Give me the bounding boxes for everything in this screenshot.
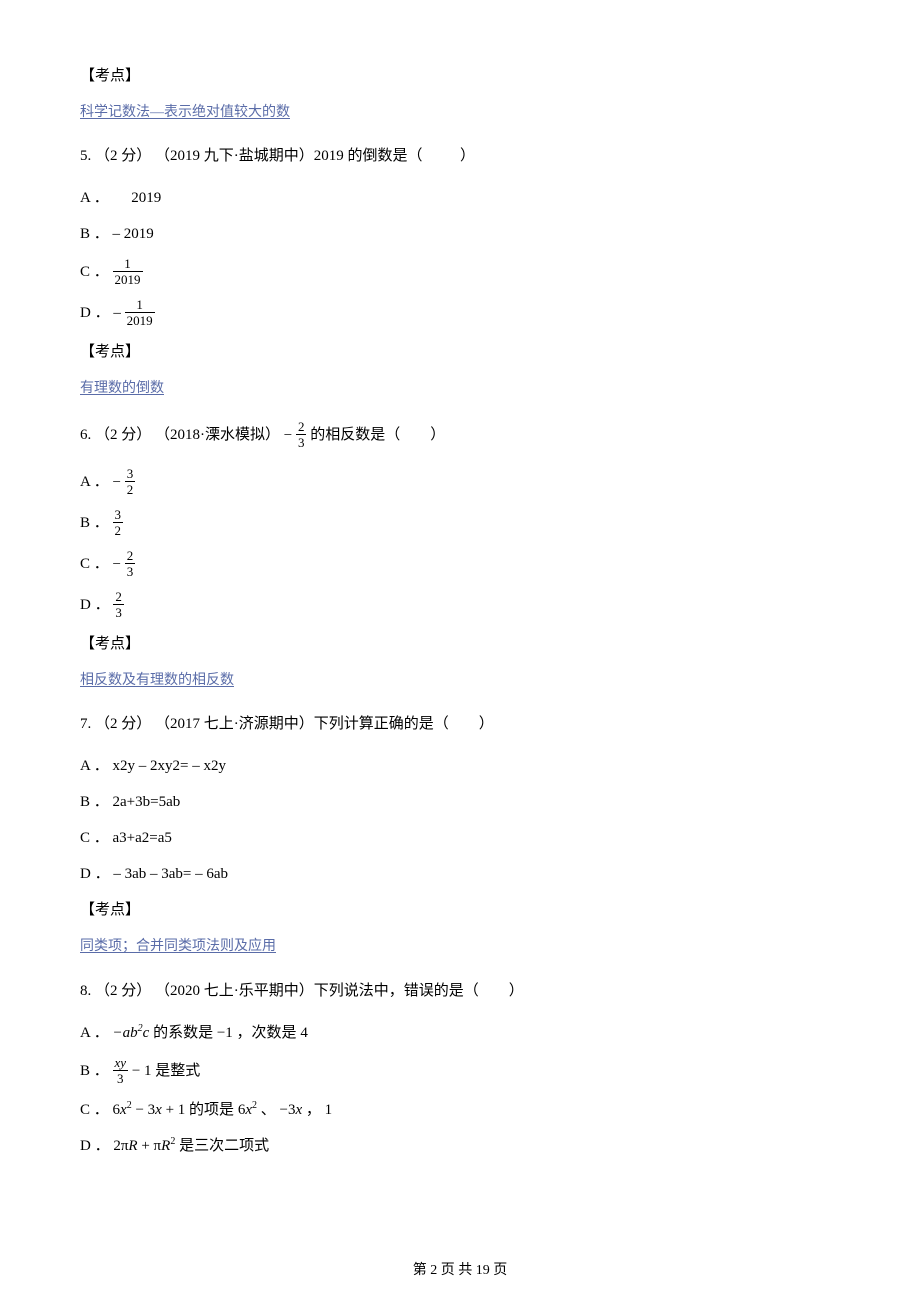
q8-c-t1: 6x2: [238, 1102, 257, 1118]
q8-a-coef: −1: [217, 1025, 233, 1041]
q8-a-mid2: ，次数是: [237, 1025, 301, 1041]
q6-b-num: 3: [113, 508, 124, 523]
q5-c-pre: C ．: [80, 264, 109, 280]
q5-c-frac: 1 2019: [113, 257, 143, 286]
q8-c-t2: −3x: [280, 1102, 303, 1118]
q8-opt-b: B ． xy 3 − 1 是整式: [80, 1057, 840, 1086]
q6-d-frac: 2 3: [113, 590, 124, 619]
q6-a-neg: −: [113, 474, 121, 490]
q8-b-tail: − 1: [132, 1063, 152, 1079]
q8-c-t3: 1: [325, 1102, 333, 1118]
q6-stem: 6. （2 分） （2018·溧水模拟） − 2 3 的相反数是（ ）: [80, 421, 840, 450]
q8-c-pre: C ．: [80, 1102, 109, 1118]
q8-a-deg: 4: [300, 1025, 308, 1041]
q5-stem: 5. （2 分） （2019 九下·盐城期中）2019 的倒数是（ ）: [80, 144, 840, 168]
q6-stem-num: 2: [296, 420, 307, 435]
q5-c-num: 1: [113, 257, 143, 272]
q8-b-post: 是整式: [155, 1063, 200, 1079]
q8-b-den: 3: [113, 1071, 129, 1085]
topic-link-6[interactable]: 相反数及有理数的相反数: [80, 670, 234, 692]
q5-d-frac: 1 2019: [125, 298, 155, 327]
q6-stem-pre: 6. （2 分） （2018·溧水模拟）: [80, 427, 280, 443]
q5-opt-c: C ． 1 2019: [80, 258, 840, 287]
q7-opt-b: B ． 2a+3b=5ab: [80, 790, 840, 814]
q8-c-mid: 的项是: [189, 1102, 238, 1118]
q8-a-pre: A ．: [80, 1025, 109, 1041]
topic-link-5[interactable]: 有理数的倒数: [80, 378, 164, 400]
q6-stem-neg: −: [284, 427, 292, 443]
q5-opt-d: D ． – 1 2019: [80, 299, 840, 328]
q6-c-den: 3: [125, 564, 136, 578]
kaodian-label-4: 【考点】: [80, 64, 840, 88]
q6-d-pre: D ．: [80, 597, 110, 613]
q6-opt-d: D ． 2 3: [80, 591, 840, 620]
q6-opt-b: B ． 3 2: [80, 509, 840, 538]
q8-opt-a: A ． −ab2c 的系数是 −1 ，次数是 4: [80, 1021, 840, 1045]
q6-c-frac: 2 3: [125, 549, 136, 578]
q5-d-num: 1: [125, 298, 155, 313]
q5-stem-pre: 5. （2 分） （2019 九下·盐城期中）2019 的倒数是（: [80, 148, 423, 164]
q8-b-frac: xy 3: [113, 1056, 129, 1085]
q6-a-num: 3: [125, 467, 136, 482]
q8-d-pre: D ．: [80, 1138, 110, 1154]
q8-a-mid1: 的系数是: [153, 1025, 217, 1041]
q6-d-num: 2: [113, 590, 124, 605]
q6-stem-post: 的相反数是（ ）: [310, 427, 445, 443]
q7-stem: 7. （2 分） （2017 七上·济源期中）下列计算正确的是（ ）: [80, 712, 840, 736]
q5-opt-b: B ． – 2019: [80, 222, 840, 246]
q6-c-num: 2: [125, 549, 136, 564]
topic-link-4[interactable]: 科学记数法—表示绝对值较大的数: [80, 102, 290, 124]
q8-opt-c: C ． 6x2 − 3x + 1 的项是 6x2 、 −3x ， 1: [80, 1098, 840, 1122]
kaodian-label-5: 【考点】: [80, 340, 840, 364]
q6-opt-a: A ． − 3 2: [80, 468, 840, 497]
q6-b-frac: 3 2: [113, 508, 124, 537]
q6-opt-c: C ． − 2 3: [80, 550, 840, 579]
q8-a-expr: −ab2c: [113, 1025, 150, 1041]
q7-opt-a: A ． x2y – 2xy2= – x2y: [80, 754, 840, 778]
q6-a-pre: A ．: [80, 474, 109, 490]
q6-d-den: 3: [113, 605, 124, 619]
q8-c-sep2: ，: [306, 1102, 321, 1118]
q8-c-sep1: 、: [261, 1102, 276, 1118]
q5-c-den: 2019: [113, 272, 143, 286]
kaodian-label-7: 【考点】: [80, 898, 840, 922]
q7-opt-d: D ． – 3ab – 3ab= – 6ab: [80, 862, 840, 886]
q5-stem-post: ）: [460, 148, 475, 164]
q6-c-neg: −: [113, 556, 121, 572]
q8-b-pre: B ．: [80, 1063, 109, 1079]
topic-link-7[interactable]: 同类项；合并同类项法则及应用: [80, 936, 276, 958]
q5-opt-a: A ． 2019: [80, 186, 840, 210]
q6-a-den: 2: [125, 482, 136, 496]
q7-opt-c: C ． a3+a2=a5: [80, 826, 840, 850]
q8-opt-d: D ． 2πR + πR2 是三次二项式: [80, 1134, 840, 1158]
q6-b-den: 2: [113, 523, 124, 537]
q8-c-expr1: 6x2 − 3x + 1: [113, 1102, 186, 1118]
q5-d-den: 2019: [125, 313, 155, 327]
q8-d-post: 是三次二项式: [179, 1138, 269, 1154]
q6-stem-frac: 2 3: [296, 420, 307, 449]
q6-a-frac: 3 2: [125, 467, 136, 496]
q6-c-pre: C ．: [80, 556, 109, 572]
q8-d-expr: 2πR + πR2: [113, 1138, 175, 1154]
q6-b-pre: B ．: [80, 515, 109, 531]
q6-stem-den: 3: [296, 435, 307, 449]
q5-d-pre: D ． –: [80, 305, 121, 321]
q8-stem: 8. （2 分） （2020 七上·乐平期中）下列说法中，错误的是（ ）: [80, 979, 840, 1003]
q8-b-num: xy: [113, 1056, 129, 1071]
page-footer: 第 2 页 共 19 页: [0, 1260, 920, 1282]
kaodian-label-6: 【考点】: [80, 632, 840, 656]
